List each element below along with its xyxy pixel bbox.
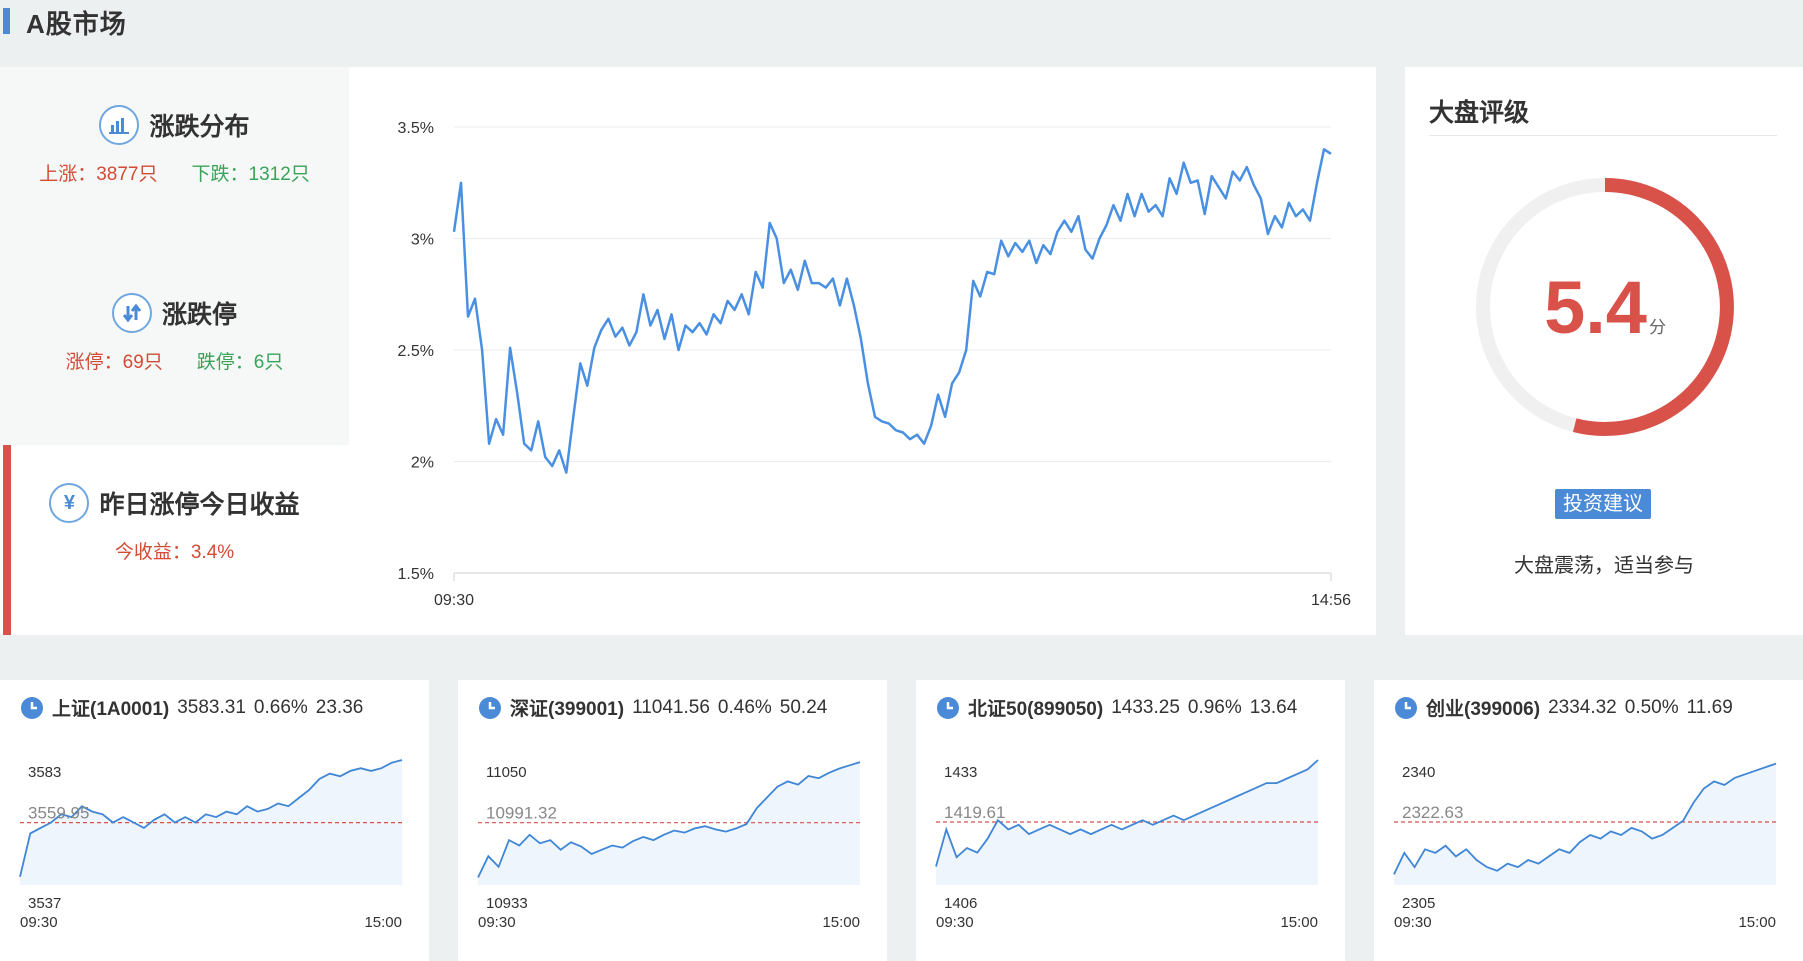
- index-pct: 0.96%: [1187, 696, 1242, 718]
- y-tick-label: 2340: [1402, 764, 1435, 781]
- x-tick-label: 09:30: [1394, 914, 1432, 931]
- main-line-chart[interactable]: 3.5% 3% 2.5% 2% 1.5%09:30 14:56: [349, 67, 1376, 635]
- y-tick-label: 1406: [944, 895, 977, 912]
- main-chart-panel: 3.5% 3% 2.5% 2% 1.5% 09:30 14:56: [349, 67, 1376, 635]
- index-price: 1433.25: [1111, 696, 1180, 718]
- y-tick-label: 1433: [944, 764, 977, 781]
- advice-button[interactable]: 投资建议: [1555, 489, 1651, 519]
- rating-title: 大盘评级: [1429, 99, 1530, 127]
- x-tick-label: 15:00: [822, 914, 860, 931]
- yen-icon: ¥: [49, 483, 90, 523]
- mini-line-chart: 2340 2322.63 2305 09:30 15:00: [1393, 762, 1777, 931]
- yesterday-title: 昨日涨停今日收益: [99, 491, 300, 519]
- series-area: [478, 762, 860, 885]
- y-tick-label: 3.5%: [398, 120, 434, 137]
- limit-up-count: 涨停：69只: [65, 352, 163, 373]
- index-price: 3583.31: [177, 696, 246, 718]
- up-count: 上涨：3877只: [39, 164, 158, 185]
- section-header: A股市场: [0, 0, 1803, 40]
- header-accent-bar: [3, 8, 10, 34]
- index-pct: 0.66%: [253, 696, 308, 718]
- index-change: 13.64: [1249, 696, 1298, 718]
- index-name: 上证(1A0001): [52, 699, 170, 720]
- index-price: 11041.56: [632, 696, 710, 718]
- mini-card-bz[interactable]: 北证50(899050) 1433.25 0.96% 13.64 1433 141…: [916, 680, 1345, 961]
- rating-divider: [1429, 135, 1777, 136]
- series-line: [1393, 762, 1777, 875]
- mini-line-chart: 11050 10991.32 10933 09:30 15:00: [477, 761, 861, 931]
- clock-icon: [21, 696, 43, 719]
- y-tick-label: 2305: [1402, 895, 1435, 912]
- index-name: 创业(399006): [1426, 699, 1541, 720]
- yesterday-block[interactable]: ¥ 昨日涨停今日收益 今收益：3.4%: [0, 445, 349, 635]
- mini-line-chart: 3583 3559.95 3537 09:30 15:00: [19, 759, 403, 931]
- y-tick-label: 2%: [411, 455, 434, 472]
- limit-title: 涨跌停: [161, 301, 237, 329]
- clock-icon: [1395, 696, 1417, 719]
- distribution-block[interactable]: 涨跌分布 上涨：3877只 下跌：1312只: [0, 105, 349, 186]
- y-tick-label: 11050: [486, 764, 527, 781]
- bar-chart-icon: [99, 105, 140, 145]
- up-down-arrow-icon: [111, 293, 152, 333]
- series-area: [936, 760, 1318, 885]
- x-tick-label: 14:56: [1311, 592, 1351, 609]
- score-unit: 分: [1648, 317, 1666, 337]
- y-tick-label: 3%: [411, 232, 434, 249]
- down-count: 下跌：1312只: [191, 164, 310, 185]
- index-name: 深证(399001): [510, 699, 625, 720]
- rating-panel: 大盘评级 5.4 分 投资建议 大盘震荡，适当参与: [1405, 67, 1803, 635]
- x-tick-label: 15:00: [1280, 914, 1318, 931]
- y-tick-label: 10933: [486, 895, 528, 912]
- x-tick-label: 09:30: [936, 914, 974, 931]
- active-accent-bar: [3, 445, 11, 635]
- x-tick-label: 15:00: [364, 914, 402, 931]
- score-value: 5.4: [1544, 265, 1647, 349]
- index-change: 50.24: [779, 696, 828, 718]
- x-tick-label: 09:30: [20, 914, 58, 931]
- y-tick-label: 1.5%: [398, 566, 434, 583]
- mini-card-sh[interactable]: 上证(1A0001) 3583.31 0.66% 23.36 3583 3559.…: [0, 680, 429, 961]
- rating-gauge: [1476, 178, 1734, 436]
- mini-card-sz[interactable]: 深证(399001) 11041.56 0.46% 50.24 11050 109…: [458, 680, 887, 961]
- series-line: [477, 761, 861, 878]
- distribution-title: 涨跌分布: [149, 113, 250, 141]
- limit-block[interactable]: 涨跌停 涨停：69只 跌停：6只: [0, 293, 349, 374]
- index-change: 11.69: [1686, 696, 1733, 718]
- y-tick-label: 3537: [28, 895, 61, 912]
- y-tick-label: 2.5%: [398, 343, 434, 360]
- index-name: 北证50(899050): [968, 699, 1104, 720]
- baseline-label: 10991.32: [486, 804, 557, 823]
- x-tick-label: 09:30: [478, 914, 516, 931]
- clock-icon: [479, 696, 501, 719]
- mini-card-cy[interactable]: 创业(399006) 2334.32 0.50% 11.69 2340 2322.…: [1374, 680, 1803, 961]
- baseline-label: 1419.61: [944, 803, 1005, 822]
- baseline-label: 3559.95: [28, 804, 89, 823]
- y-tick-label: 3583: [28, 764, 61, 781]
- limit-down-count: 跌停：6只: [196, 352, 284, 373]
- x-tick-label: 09:30: [434, 592, 474, 609]
- series-line: [452, 148, 1332, 474]
- today-profit: 今收益：3.4%: [114, 542, 235, 563]
- baseline-label: 2322.63: [1402, 803, 1463, 822]
- gauge-arc: [1572, 178, 1734, 436]
- score-display: 5.4 分: [1465, 167, 1745, 447]
- clock-icon: [937, 696, 959, 719]
- series-line: [935, 759, 1319, 867]
- left-panel: 涨跌分布 上涨：3877只 下跌：1312只 涨跌停 涨停：69只 跌停：6只 …: [0, 67, 349, 635]
- x-tick-label: 15:00: [1738, 914, 1776, 931]
- series-line: [19, 759, 403, 878]
- index-change: 23.36: [315, 696, 364, 718]
- index-pct: 0.46%: [717, 696, 772, 718]
- index-price: 2334.32: [1548, 696, 1617, 718]
- series-area: [1394, 763, 1776, 885]
- advice-text: 大盘震荡，适当参与: [1514, 555, 1694, 577]
- mini-line-chart: 1433 1419.61 1406 09:30 15:00: [935, 759, 1319, 931]
- index-pct: 0.50%: [1624, 696, 1679, 718]
- page-title: A股市场: [26, 9, 127, 39]
